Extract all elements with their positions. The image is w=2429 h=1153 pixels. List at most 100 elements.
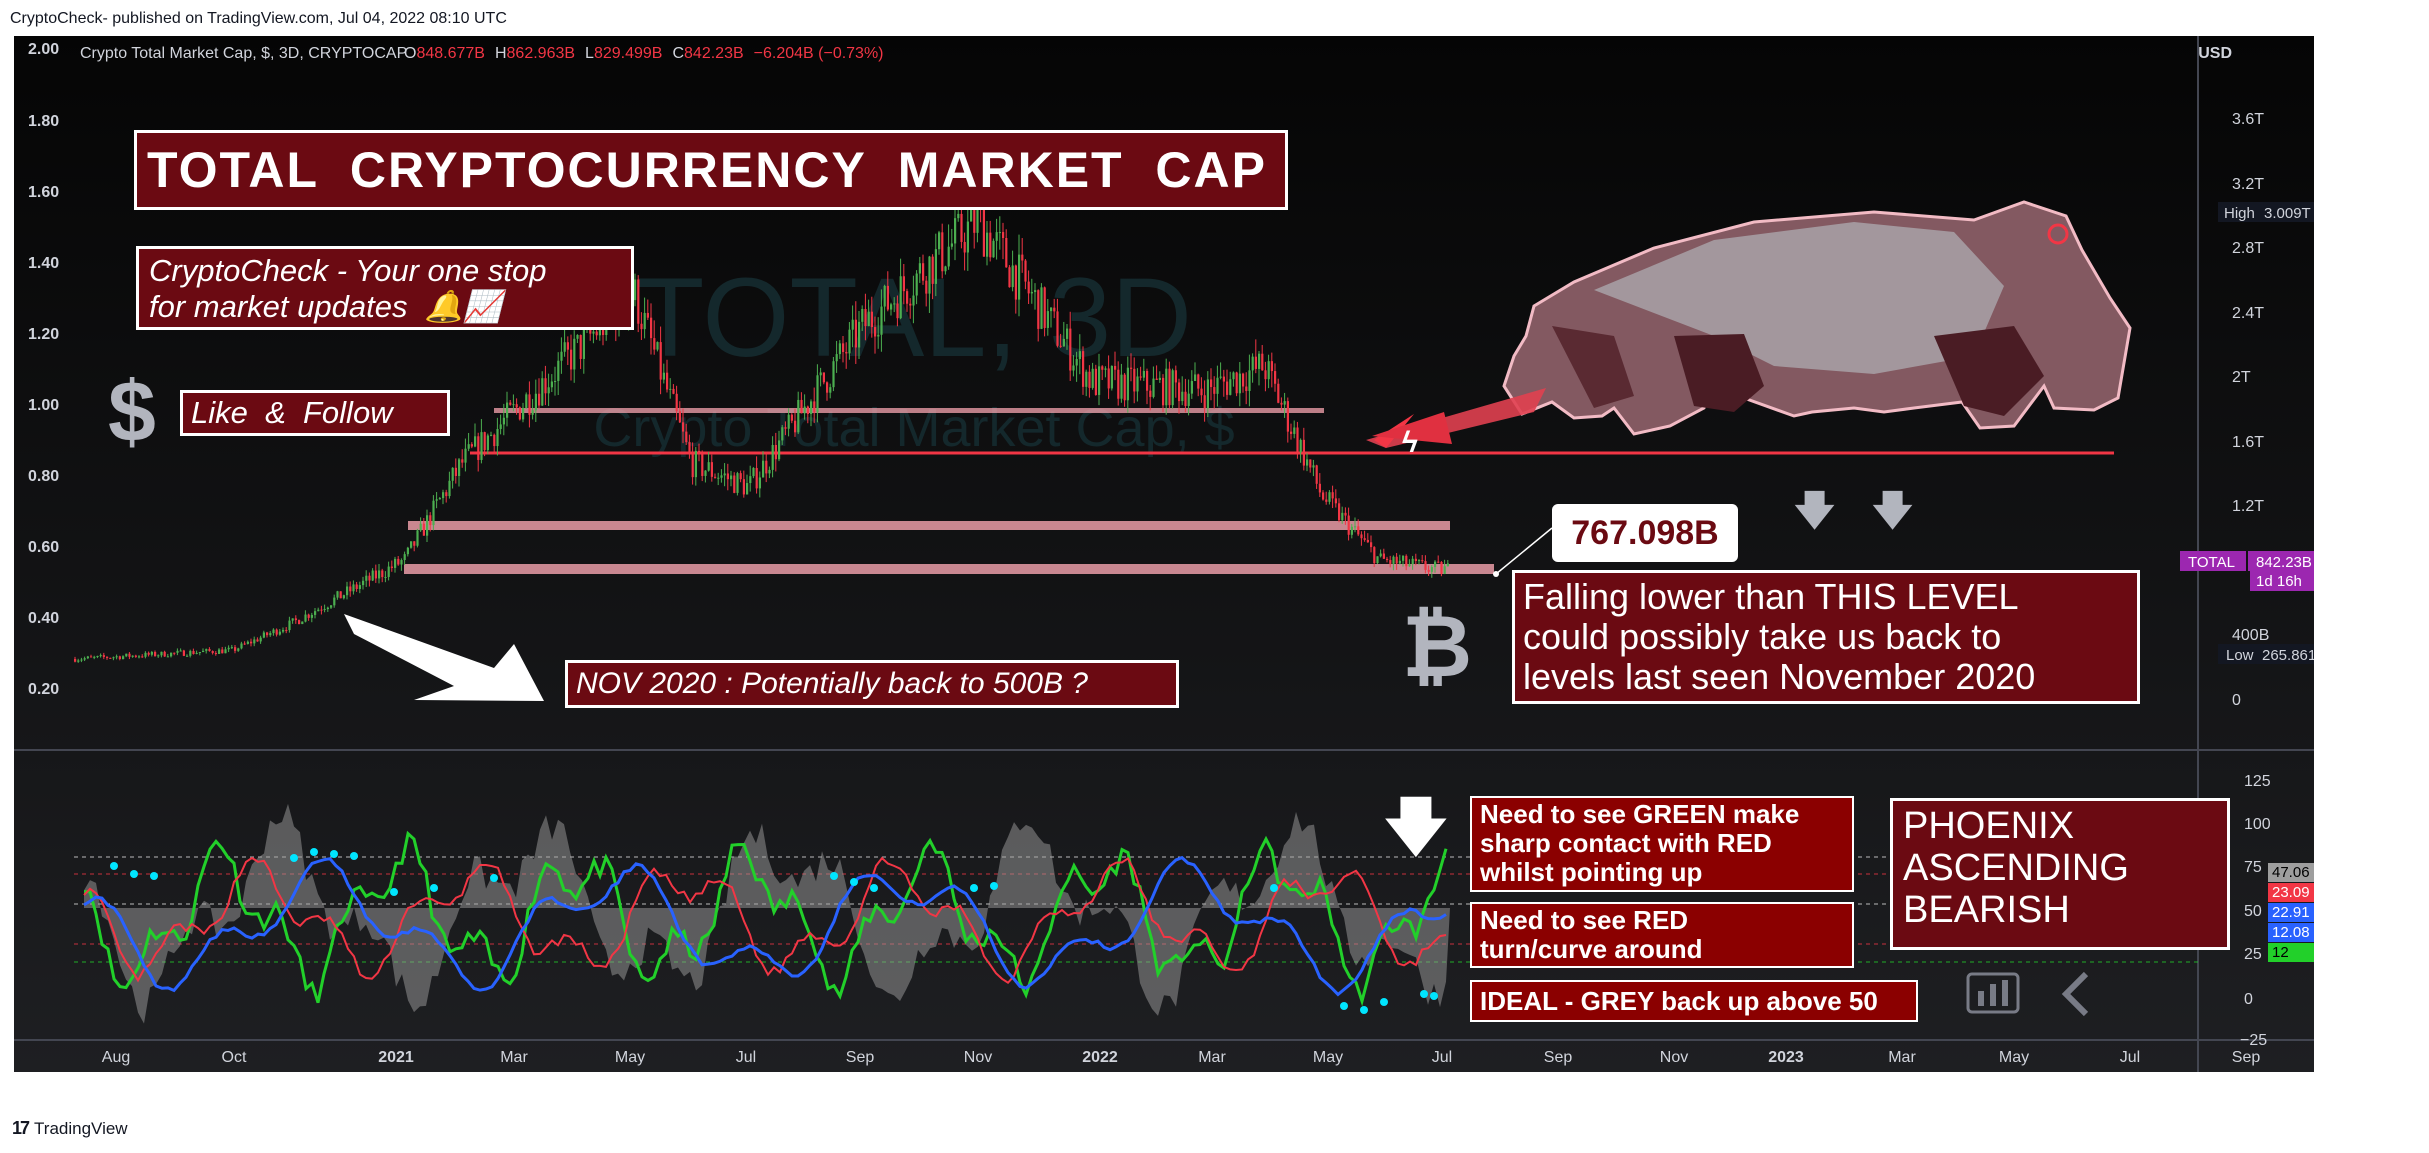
candle [221, 649, 224, 654]
candle [147, 652, 150, 655]
osc-axis: 125 100 75 50 25 0 −25 [2240, 773, 2271, 1049]
candle [1174, 370, 1177, 383]
osc-tick: 125 [2244, 773, 2271, 790]
candle [1245, 386, 1248, 391]
bar-chart-icon[interactable] [1966, 972, 2020, 1014]
left-tick: 1.80 [28, 113, 59, 130]
candle [480, 432, 483, 460]
candle [1197, 374, 1200, 389]
chart-frame[interactable]: TOTAL, 3D Crypto Total Market Cap, $ Cry… [14, 36, 2326, 1072]
candle [1027, 281, 1030, 294]
candle [883, 285, 886, 307]
candle [531, 410, 534, 415]
symbol-name: Crypto Total Market Cap, $, 3D, CRYPTOCA… [80, 45, 407, 62]
candle [515, 404, 518, 408]
candle [1155, 378, 1158, 380]
price-axis[interactable]: USD 3.6T 3.2T 2.8T 2.4T 2T 1.6T 1.2T 400… [2180, 45, 2326, 709]
candle [736, 473, 739, 493]
zone-upper [494, 408, 1324, 413]
green-note-line2: sharp contact with RED [1480, 828, 1772, 858]
low-value-tag [2258, 644, 2314, 664]
candle [714, 476, 717, 478]
red-note-line2: turn/curve around [1480, 934, 1703, 964]
candle [1030, 292, 1033, 294]
nov2020-text: NOV 2020 : Potentially back to 500B ? [576, 667, 1088, 700]
candle [518, 407, 521, 420]
candle [1357, 526, 1360, 535]
candle [90, 656, 93, 658]
candle [1373, 547, 1376, 564]
candle [413, 541, 416, 546]
candle [278, 631, 281, 635]
total-label: TOTAL [2188, 554, 2235, 571]
candle [493, 434, 496, 447]
candle [256, 639, 259, 642]
follow-box[interactable]: Like & Follow [180, 390, 450, 436]
red-note-box: Need to see RED turn/curve around [1470, 902, 1854, 968]
candle [1056, 311, 1059, 346]
candle [1040, 287, 1043, 329]
osc-cross-dot [110, 862, 118, 870]
candle [342, 595, 345, 599]
tagline-line1: CryptoCheck - Your one stop [149, 253, 547, 288]
candle [774, 444, 777, 460]
candle [304, 614, 307, 622]
candle [269, 633, 272, 636]
candle [1254, 356, 1257, 369]
candle [227, 647, 230, 650]
footer: 17 TradingView [12, 1118, 128, 1139]
candle [163, 651, 166, 657]
candle [592, 331, 595, 334]
candle [259, 637, 262, 642]
candle [208, 649, 211, 651]
osc-cross-dot [1340, 1002, 1348, 1010]
chevron-left-icon[interactable] [2061, 971, 2089, 1017]
candle [192, 650, 195, 654]
candle [298, 620, 301, 625]
osc-blue-line [83, 855, 1447, 997]
candle [1216, 377, 1219, 394]
candle [1222, 376, 1225, 382]
candle [1072, 365, 1075, 371]
candle [346, 586, 349, 596]
time-axis[interactable]: Aug Oct 2021 Mar May Jul Sep Nov 2022 Mar May Jul Se… [102, 1049, 2261, 1066]
left-tick: 0.60 [28, 539, 59, 556]
high-value-tag [2258, 202, 2314, 222]
candle [1219, 376, 1222, 378]
candle [922, 263, 925, 281]
candle [1389, 560, 1392, 564]
candle [717, 477, 720, 479]
candle [1386, 558, 1389, 561]
candle [675, 393, 678, 412]
white-arrow [344, 614, 544, 701]
candle [141, 656, 144, 658]
candle [806, 406, 809, 414]
candle [768, 469, 771, 474]
currency-label: USD [2198, 45, 2232, 62]
time-tick: Jul [736, 1049, 756, 1066]
ideal-text: IDEAL - GREY back up above 50 [1480, 986, 1878, 1016]
candle [1261, 353, 1264, 371]
candle [378, 570, 381, 579]
time-tick: 2022 [1082, 1049, 1118, 1066]
candle [432, 500, 435, 526]
candle [1267, 361, 1270, 380]
low-tag [2218, 644, 2258, 664]
candle [1181, 391, 1184, 402]
zone-lower [404, 564, 1494, 574]
candle [1123, 374, 1126, 401]
candle [640, 323, 643, 330]
candle [851, 319, 854, 330]
candle [1427, 569, 1430, 572]
candle [1302, 439, 1305, 466]
candle [352, 584, 355, 592]
candle [1104, 368, 1107, 370]
candle [832, 361, 835, 388]
candle [1392, 556, 1395, 564]
candle [1059, 345, 1062, 347]
osc-cross-dot [330, 850, 338, 858]
time-tick: Oct [222, 1049, 247, 1066]
candle [733, 475, 736, 493]
candle [570, 349, 573, 370]
candle [1200, 388, 1203, 396]
